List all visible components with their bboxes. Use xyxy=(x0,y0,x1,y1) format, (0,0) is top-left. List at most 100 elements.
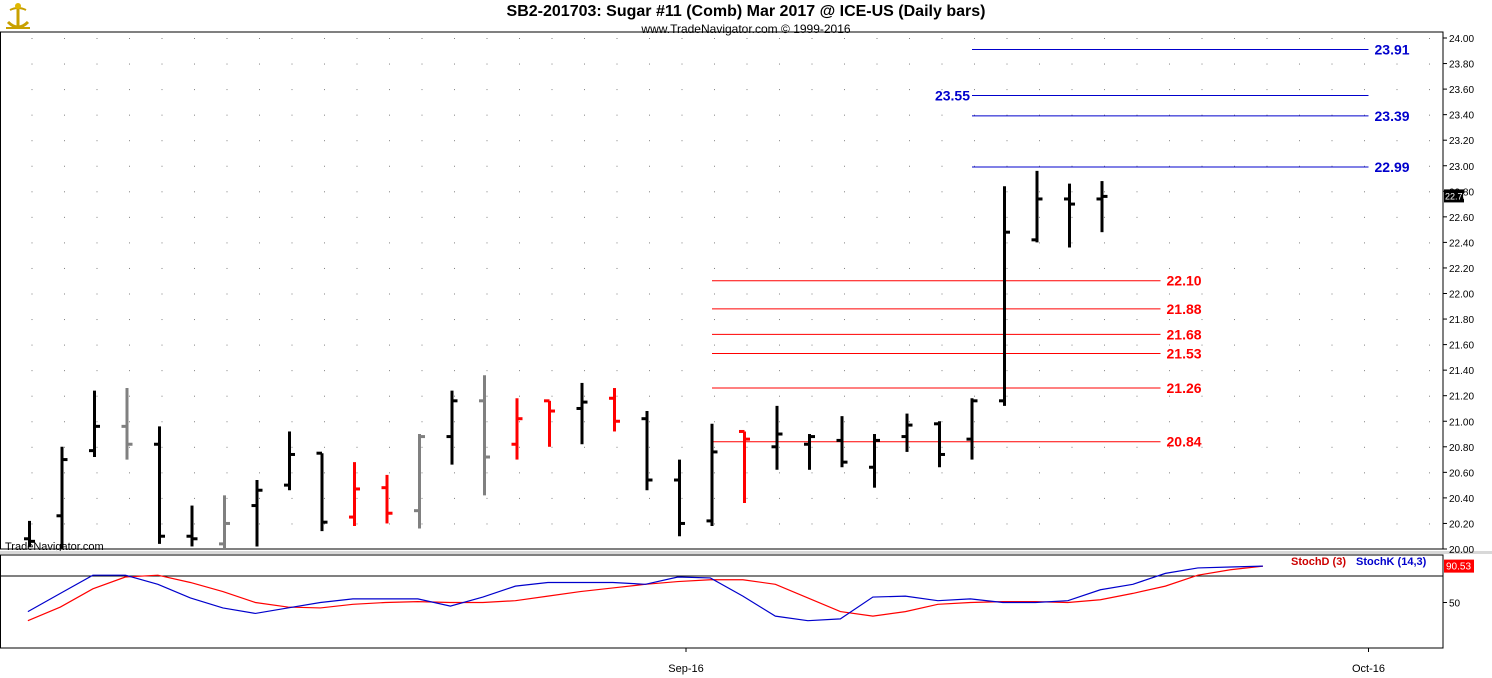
grid-dot xyxy=(226,497,228,499)
grid-dot xyxy=(974,216,975,218)
grid-dot xyxy=(1331,242,1333,244)
grid-dot xyxy=(746,370,748,372)
grid-dot xyxy=(811,549,813,550)
grid-dot xyxy=(941,165,943,167)
grid-dot xyxy=(356,319,358,321)
grid-dot xyxy=(226,38,228,39)
grid-dot xyxy=(909,216,910,218)
grid-dot xyxy=(1429,89,1430,91)
grid-dot xyxy=(194,549,195,550)
grid-dot xyxy=(31,293,33,295)
grid-dot xyxy=(649,165,650,167)
grid-dot xyxy=(779,395,780,397)
grid-dot xyxy=(844,242,845,244)
grid-dot xyxy=(1006,114,1008,116)
grid-dot xyxy=(194,38,195,39)
grid-dot xyxy=(486,472,488,474)
grid-dot xyxy=(941,319,943,321)
grid-dot xyxy=(324,319,325,321)
grid-dot xyxy=(1006,63,1008,65)
grid-dot xyxy=(649,446,650,448)
grid-dot xyxy=(974,523,975,525)
grid-dot xyxy=(746,319,748,321)
grid-dot xyxy=(129,89,130,91)
grid-dot xyxy=(909,63,910,65)
grid-dot xyxy=(1364,319,1365,321)
grid-dot xyxy=(876,114,878,116)
grid-dot xyxy=(779,549,780,550)
grid-dot xyxy=(909,140,910,142)
grid-dot xyxy=(1201,140,1203,142)
grid-dot xyxy=(1136,293,1138,295)
grid-dot xyxy=(1364,421,1365,423)
grid-dot xyxy=(649,216,650,218)
grid-dot xyxy=(324,293,325,295)
grid-dot xyxy=(649,89,650,91)
grid-dot xyxy=(1266,370,1268,372)
grid-dot xyxy=(31,140,33,142)
grid-dot xyxy=(844,344,845,346)
grid-dot xyxy=(1429,421,1430,423)
grid-dot xyxy=(324,140,325,142)
grid-dot xyxy=(941,497,943,499)
grid-dot xyxy=(1201,114,1203,116)
grid-dot xyxy=(1006,191,1008,193)
grid-dot xyxy=(519,267,520,269)
grid-dot xyxy=(1136,165,1138,167)
grid-dot xyxy=(1071,319,1073,321)
grid-dot xyxy=(64,421,65,423)
grid-dot xyxy=(1396,165,1398,167)
grid-dot xyxy=(616,191,618,193)
grid-dot xyxy=(1006,165,1008,167)
grid-dot xyxy=(1136,344,1138,346)
grid-dot xyxy=(454,140,455,142)
grid-dot xyxy=(96,63,98,65)
grid-dot xyxy=(259,38,260,39)
grid-dot xyxy=(974,319,975,321)
grid-dot xyxy=(161,89,163,91)
grid-dot xyxy=(714,191,715,193)
grid-dot xyxy=(194,191,195,193)
grid-dot xyxy=(1396,242,1398,244)
grid-dot xyxy=(876,242,878,244)
grid-dot xyxy=(259,344,260,346)
level-label: 21.68 xyxy=(1167,326,1202,342)
y-axis-tick-label: 20.00 xyxy=(1449,545,1474,556)
grid-dot xyxy=(746,421,748,423)
y-axis-tick-label: 20.20 xyxy=(1449,519,1474,530)
grid-dot xyxy=(1396,549,1398,550)
grid-dot xyxy=(779,165,780,167)
grid-dot xyxy=(1104,344,1105,346)
grid-dot xyxy=(1201,242,1203,244)
grid-dot xyxy=(454,319,455,321)
grid-dot xyxy=(1039,140,1040,142)
grid-dot xyxy=(129,446,130,448)
grid-dot xyxy=(194,242,195,244)
grid-dot xyxy=(486,114,488,116)
grid-dot xyxy=(1169,370,1170,372)
grid-dot xyxy=(324,216,325,218)
grid-dot xyxy=(226,370,228,372)
grid-dot xyxy=(974,267,975,269)
grid-dot xyxy=(1331,293,1333,295)
grid-dot xyxy=(519,421,520,423)
grid-dot xyxy=(844,549,845,550)
grid-dot xyxy=(616,293,618,295)
grid-dot xyxy=(1169,523,1170,525)
grid-dot xyxy=(1104,140,1105,142)
grid-dot xyxy=(941,38,943,39)
grid-dot xyxy=(389,140,390,142)
grid-dot xyxy=(324,549,325,550)
grid-dot xyxy=(941,395,943,397)
grid-dot xyxy=(1266,38,1268,39)
grid-dot xyxy=(714,523,715,525)
grid-dot xyxy=(421,395,423,397)
grid-dot xyxy=(1006,549,1008,550)
grid-dot xyxy=(519,242,520,244)
grid-dot xyxy=(291,421,293,423)
grid-dot xyxy=(324,114,325,116)
grid-dot xyxy=(421,216,423,218)
grid-dot xyxy=(1039,89,1040,91)
price-bar xyxy=(349,462,360,527)
